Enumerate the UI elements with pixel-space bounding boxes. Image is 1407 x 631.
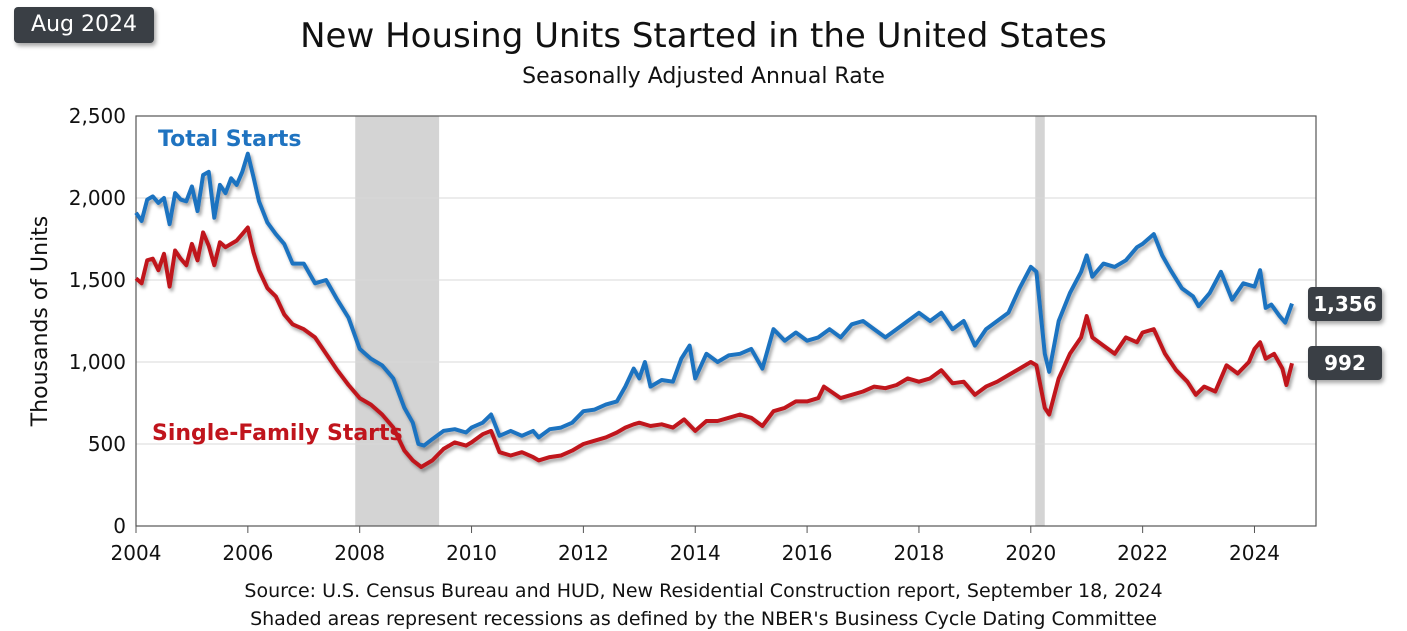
y-tick-label: 500	[88, 432, 126, 456]
source-footnote: Source: U.S. Census Bureau and HUD, New …	[244, 580, 1163, 602]
single-family-series-label: Single-Family Starts	[152, 421, 403, 446]
x-tick-label: 2024	[1229, 541, 1280, 565]
x-tick-label: 2018	[893, 541, 944, 565]
x-tick-label: 2004	[111, 541, 162, 565]
y-tick-label: 0	[113, 514, 126, 538]
recession-band-0	[355, 116, 440, 526]
x-tick-label: 2006	[222, 541, 273, 565]
date-badge: Aug 2024	[14, 7, 154, 43]
y-tick-label: 1,000	[69, 350, 126, 374]
x-tick-label: 2010	[446, 541, 497, 565]
y-axis-label: Thousands of Units	[28, 216, 53, 428]
total-starts-series-label: Total Starts	[158, 127, 301, 152]
y-tick-label: 2,000	[69, 186, 126, 210]
y-tick-label: 1,500	[69, 268, 126, 292]
chart-title: New Housing Units Started in the United …	[300, 16, 1107, 56]
x-tick-label: 2008	[334, 541, 385, 565]
x-tick-label: 2022	[1117, 541, 1168, 565]
single-family-end-label: 992	[1308, 346, 1382, 381]
x-tick-label: 2020	[1005, 541, 1056, 565]
total-starts-end-label: 1,356	[1308, 286, 1382, 321]
plot-frame	[135, 115, 1317, 527]
chart-subtitle: Seasonally Adjusted Annual Rate	[522, 64, 885, 89]
x-tick-label: 2014	[670, 541, 721, 565]
total-starts-line	[134, 151, 1294, 448]
recession-footnote: Shaded areas represent recessions as def…	[250, 608, 1157, 630]
x-tick-label: 2016	[782, 541, 833, 565]
y-tick-label: 2,500	[69, 104, 126, 128]
x-tick-label: 2012	[558, 541, 609, 565]
single-family-starts-line	[134, 225, 1294, 469]
